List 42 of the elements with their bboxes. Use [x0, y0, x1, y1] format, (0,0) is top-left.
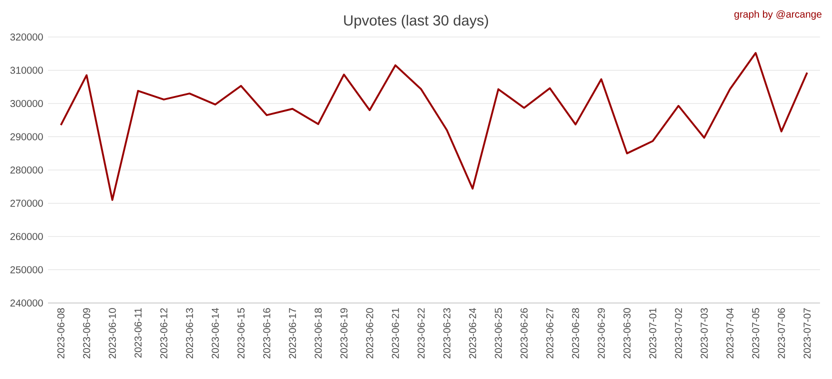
x-tick-label: 2023-06-14: [212, 308, 219, 358]
x-tick-label: 2023-06-11: [134, 308, 142, 358]
x-tick-label: 2023-06-30: [623, 308, 631, 358]
y-tick-label: 320000: [10, 33, 43, 41]
x-tick-label: 2023-07-01: [649, 308, 656, 358]
x-tick-label: 2023-06-13: [186, 308, 194, 358]
x-tick-label: 2023-06-23: [443, 308, 450, 358]
x-tick-label: 2023-06-18: [314, 308, 322, 358]
x-tick-label: 2023-06-24: [469, 308, 476, 358]
x-tick-label: 2023-07-04: [726, 308, 734, 358]
chart-title: Upvotes (last 30 days): [344, 14, 488, 28]
x-tick-label: 2023-06-12: [160, 308, 168, 358]
text: graph by @arcange: [734, 10, 822, 20]
x-tick-label: 2023-06-08: [57, 308, 64, 358]
x-tick-label: 2023-06-16: [263, 308, 270, 358]
x-tick-label: 2023-06-21: [392, 308, 399, 358]
x-tick-label: 2023-07-06: [778, 308, 785, 358]
x-tick-label: 2023-06-10: [108, 308, 116, 358]
y-tick-label: 280000: [10, 166, 43, 174]
x-tick-label: 2023-06-27: [546, 308, 554, 358]
line-series: [60, 52, 808, 201]
y-tick-label: 260000: [10, 232, 43, 240]
y-tick-label: 270000: [10, 200, 43, 207]
y-tick-label: 250000: [10, 266, 43, 274]
x-tick-label: 2023-07-05: [752, 308, 760, 358]
x-tick-label: 2023-06-28: [572, 308, 580, 358]
x-tick-label: 2023-06-20: [366, 308, 374, 358]
x-tick-label: 2023-06-15: [237, 308, 245, 358]
y-tick-label: 300000: [10, 100, 43, 108]
y-tick-label: 310000: [10, 66, 43, 74]
x-tick-label: 2023-06-25: [494, 308, 502, 358]
y-tick-label: 290000: [10, 133, 43, 140]
x-tick-label: 2023-07-07: [804, 308, 811, 358]
y-tick-label: 240000: [10, 299, 43, 307]
x-tick-label: 2023-06-19: [340, 308, 348, 358]
x-tick-label: 2023-07-03: [700, 308, 708, 358]
x-tick-label: 2023-06-09: [83, 308, 90, 358]
x-tick-label: 2023-06-29: [598, 308, 605, 358]
x-tick-label: 2023-06-17: [288, 308, 296, 358]
x-tick-label: 2023-06-22: [418, 308, 425, 358]
x-tick-label: 2023-06-26: [520, 308, 528, 358]
x-tick-label: 2023-07-02: [674, 308, 682, 358]
